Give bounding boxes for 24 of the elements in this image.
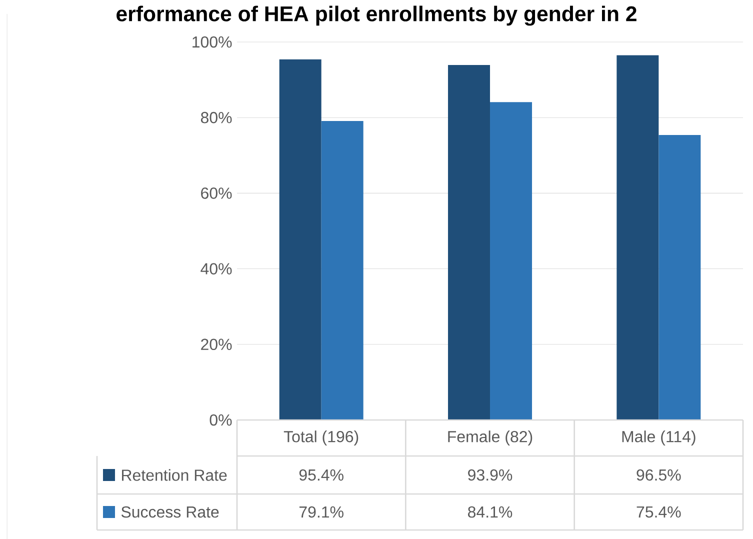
- legend-label: Success Rate: [121, 506, 219, 518]
- data-label: 93.9%: [468, 469, 512, 481]
- y-tick-label: 100%: [192, 36, 232, 48]
- bar: [616, 55, 659, 420]
- y-tick-label: 40%: [200, 263, 232, 274]
- data-label: 84.1%: [468, 506, 512, 518]
- y-tick-label: 80%: [200, 112, 232, 124]
- bar: [490, 102, 532, 420]
- y-tick-label: 0%: [210, 414, 232, 426]
- bar: [658, 134, 701, 420]
- x-tick-label: Female (82): [448, 430, 532, 446]
- y-tick-label: 60%: [201, 188, 232, 199]
- bar: [321, 121, 364, 420]
- bar: [448, 65, 490, 420]
- data-label: 96.5%: [636, 469, 681, 481]
- x-tick-label: Male (114): [622, 430, 696, 446]
- chart-title: erformance of HEA pilot enrollments by gender in 2: [116, 6, 636, 26]
- data-label: 79.1%: [299, 506, 344, 518]
- x-tick-label: Total (196): [284, 430, 358, 446]
- data-label: 95.4%: [299, 469, 344, 481]
- bar: [279, 59, 322, 420]
- data-label: 75.4%: [636, 506, 681, 518]
- legend-label: Retention Rate: [122, 469, 227, 481]
- y-tick-label: 20%: [201, 338, 232, 350]
